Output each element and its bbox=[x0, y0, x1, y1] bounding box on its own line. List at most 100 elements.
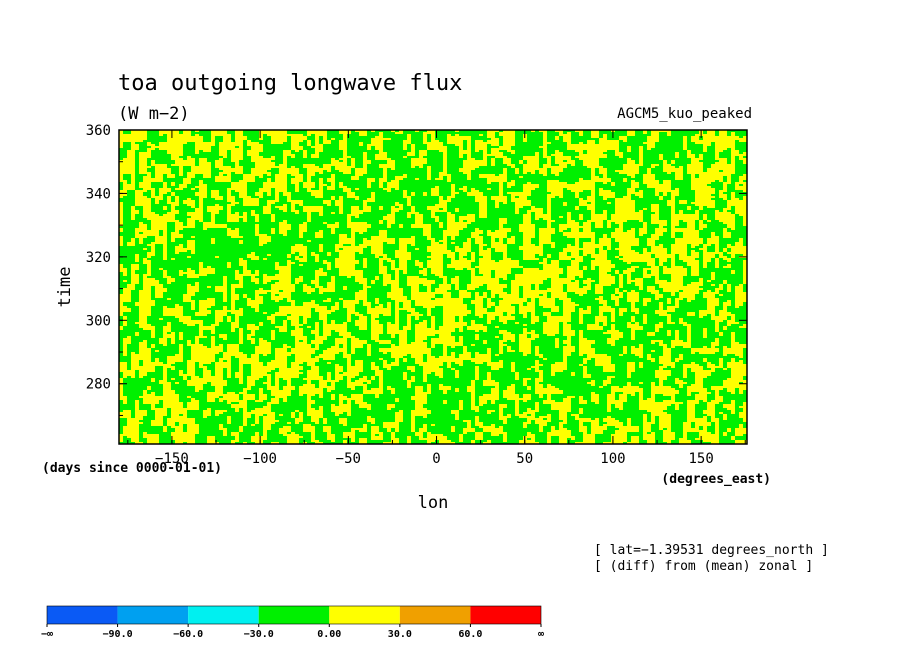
heatmap-run bbox=[247, 294, 255, 296]
heatmap-run bbox=[339, 226, 347, 228]
heatmap-run bbox=[175, 240, 187, 242]
heatmap-run bbox=[319, 322, 323, 324]
heatmap-run bbox=[335, 284, 363, 286]
heatmap-run bbox=[335, 382, 347, 384]
heatmap-run bbox=[583, 178, 591, 180]
heatmap-run bbox=[727, 184, 735, 186]
heatmap-run bbox=[503, 226, 519, 228]
heatmap-run bbox=[247, 186, 263, 188]
heatmap-run bbox=[507, 434, 527, 436]
heatmap-run bbox=[595, 248, 599, 250]
heatmap-run bbox=[243, 310, 255, 312]
heatmap-run bbox=[447, 400, 459, 402]
heatmap-run bbox=[167, 258, 171, 260]
heatmap-run bbox=[635, 210, 639, 212]
heatmap-run bbox=[707, 398, 715, 400]
heatmap-run bbox=[579, 286, 583, 288]
heatmap-run bbox=[119, 358, 131, 360]
heatmap-run bbox=[435, 326, 439, 328]
heatmap-run bbox=[515, 164, 523, 166]
heatmap-run bbox=[195, 270, 199, 272]
heatmap-run bbox=[727, 198, 731, 200]
heatmap-run bbox=[655, 258, 659, 260]
heatmap-run bbox=[715, 416, 723, 418]
heatmap-run bbox=[195, 226, 203, 228]
heatmap-run bbox=[615, 324, 627, 326]
heatmap-run bbox=[699, 138, 703, 140]
heatmap-run bbox=[151, 288, 155, 290]
heatmap-run bbox=[583, 190, 591, 192]
heatmap-run bbox=[219, 322, 231, 324]
heatmap-run bbox=[291, 272, 315, 274]
heatmap-run bbox=[391, 188, 395, 190]
heatmap-run bbox=[507, 330, 523, 332]
heatmap-run bbox=[123, 264, 131, 266]
heatmap-run bbox=[223, 372, 227, 374]
heatmap-run bbox=[391, 278, 395, 280]
heatmap-run bbox=[319, 370, 335, 372]
heatmap-run bbox=[567, 296, 599, 298]
heatmap-run bbox=[347, 144, 359, 146]
heatmap-run bbox=[471, 140, 475, 142]
heatmap-run bbox=[487, 210, 515, 212]
heatmap-run bbox=[655, 396, 671, 398]
heatmap-run bbox=[351, 132, 359, 134]
heatmap-run bbox=[679, 392, 687, 394]
heatmap-run bbox=[131, 308, 139, 310]
heatmap-run bbox=[627, 440, 631, 442]
heatmap-run bbox=[135, 214, 143, 216]
heatmap-run bbox=[295, 386, 299, 388]
heatmap-run bbox=[687, 248, 699, 250]
heatmap-run bbox=[327, 418, 339, 420]
heatmap-run bbox=[231, 422, 243, 424]
heatmap-run bbox=[619, 288, 639, 290]
heatmap-run bbox=[707, 262, 715, 264]
heatmap-run bbox=[167, 164, 171, 166]
heatmap-run bbox=[707, 396, 715, 398]
heatmap-run bbox=[543, 356, 563, 358]
heatmap-run bbox=[455, 336, 459, 338]
heatmap-run bbox=[679, 332, 687, 334]
heatmap-run bbox=[191, 316, 215, 318]
heatmap-run bbox=[571, 434, 583, 436]
heatmap-run bbox=[207, 368, 215, 370]
heatmap-run bbox=[375, 196, 403, 198]
heatmap-run bbox=[319, 374, 327, 376]
heatmap-run bbox=[355, 232, 359, 234]
heatmap-run bbox=[515, 166, 523, 168]
heatmap-run bbox=[375, 280, 383, 282]
heatmap-run bbox=[267, 282, 275, 284]
heatmap-run bbox=[419, 284, 423, 286]
heatmap-run bbox=[343, 196, 347, 198]
heatmap-run bbox=[735, 340, 747, 342]
heatmap-run bbox=[483, 240, 491, 242]
heatmap-run bbox=[723, 176, 727, 178]
heatmap-run bbox=[627, 438, 631, 440]
heatmap-run bbox=[659, 136, 683, 138]
heatmap-run bbox=[663, 296, 679, 298]
heatmap-run bbox=[459, 278, 471, 280]
heatmap-run bbox=[255, 176, 259, 178]
heatmap-run bbox=[199, 290, 215, 292]
heatmap-run bbox=[127, 368, 131, 370]
heatmap-run bbox=[263, 392, 271, 394]
heatmap-run bbox=[247, 260, 287, 262]
heatmap-run bbox=[615, 344, 639, 346]
heatmap-run bbox=[483, 436, 503, 438]
heatmap-run bbox=[675, 262, 687, 264]
heatmap-run bbox=[223, 158, 231, 160]
heatmap-run bbox=[123, 378, 151, 380]
heatmap-run bbox=[627, 396, 639, 398]
heatmap-run bbox=[211, 286, 215, 288]
heatmap-run bbox=[135, 176, 143, 178]
heatmap-run bbox=[119, 232, 135, 234]
heatmap-run bbox=[375, 318, 395, 320]
heatmap-run bbox=[435, 346, 443, 348]
heatmap-run bbox=[215, 240, 239, 242]
heatmap-run bbox=[559, 332, 563, 334]
heatmap-run bbox=[195, 174, 203, 176]
heatmap-run bbox=[471, 248, 479, 250]
heatmap-run bbox=[675, 162, 691, 164]
heatmap-run bbox=[679, 154, 687, 156]
heatmap-run bbox=[723, 362, 727, 364]
